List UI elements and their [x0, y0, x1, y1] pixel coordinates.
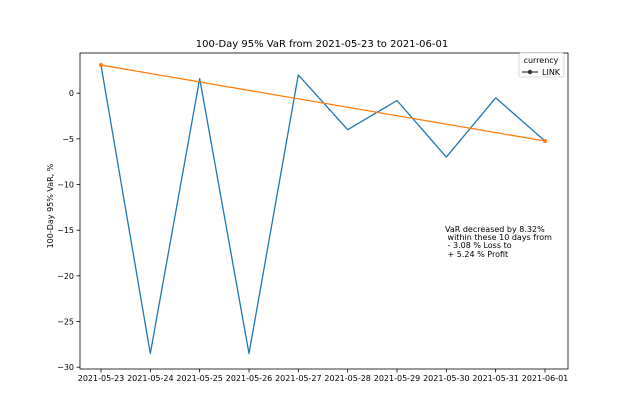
- x-tick-label: 2021-05-26: [226, 374, 273, 383]
- var-annotation: VaR decreased by 8.32% within these 10 d…: [445, 225, 552, 259]
- x-tick-label: 2021-05-28: [324, 374, 371, 383]
- legend: currency LINK: [518, 52, 565, 78]
- legend-entry-link: LINK: [542, 68, 561, 77]
- y-tick-label: −15: [57, 226, 74, 235]
- x-tick-label: 2021-05-31: [472, 374, 519, 383]
- x-tick-label: 2021-05-30: [423, 374, 470, 383]
- x-tick-label: 2021-05-24: [127, 374, 174, 383]
- plot-area: [79, 52, 569, 370]
- y-tick-label: −25: [57, 318, 74, 327]
- y-tick-label: 0: [69, 89, 74, 98]
- y-tick-label: −5: [62, 135, 74, 144]
- series-layer: [99, 63, 547, 355]
- chart-title: 100-Day 95% VaR from 2021-05-23 to 2021-…: [196, 39, 448, 50]
- annotation-line-4: + 5.24 % Profit: [445, 250, 508, 259]
- series-line-link: [100, 64, 546, 355]
- trend-end-marker: [543, 139, 547, 144]
- x-axis-ticks: 2021-05-23 2021-05-24 2021-05-25 2021-05-26…: [78, 369, 569, 383]
- annotation-line-3: - 3.08 % Loss to: [445, 241, 512, 250]
- y-axis-label: 100-Day 95% VaR, %: [46, 163, 55, 248]
- y-tick-label: −20: [57, 272, 74, 281]
- x-tick-label: 2021-05-23: [78, 374, 125, 383]
- y-tick-label: −30: [57, 363, 74, 372]
- annotation-line-1: VaR decreased by 8.32%: [445, 225, 545, 234]
- trend-line: [100, 64, 546, 142]
- annotation-line-2: within these 10 days from: [445, 233, 552, 242]
- legend-swatch-marker: [527, 69, 533, 75]
- axes-border: [79, 52, 569, 370]
- x-tick-label: 2021-06-01: [522, 374, 569, 383]
- y-tick-label: −10: [57, 181, 74, 190]
- legend-title: currency: [524, 56, 559, 65]
- x-tick-label: 2021-05-25: [176, 374, 223, 383]
- trend-start-marker: [99, 63, 103, 68]
- y-axis-ticks: 0 −5 −10 −15 −20 −25 −30: [57, 89, 80, 372]
- x-tick-label: 2021-05-27: [275, 374, 322, 383]
- x-tick-label: 2021-05-29: [374, 374, 421, 383]
